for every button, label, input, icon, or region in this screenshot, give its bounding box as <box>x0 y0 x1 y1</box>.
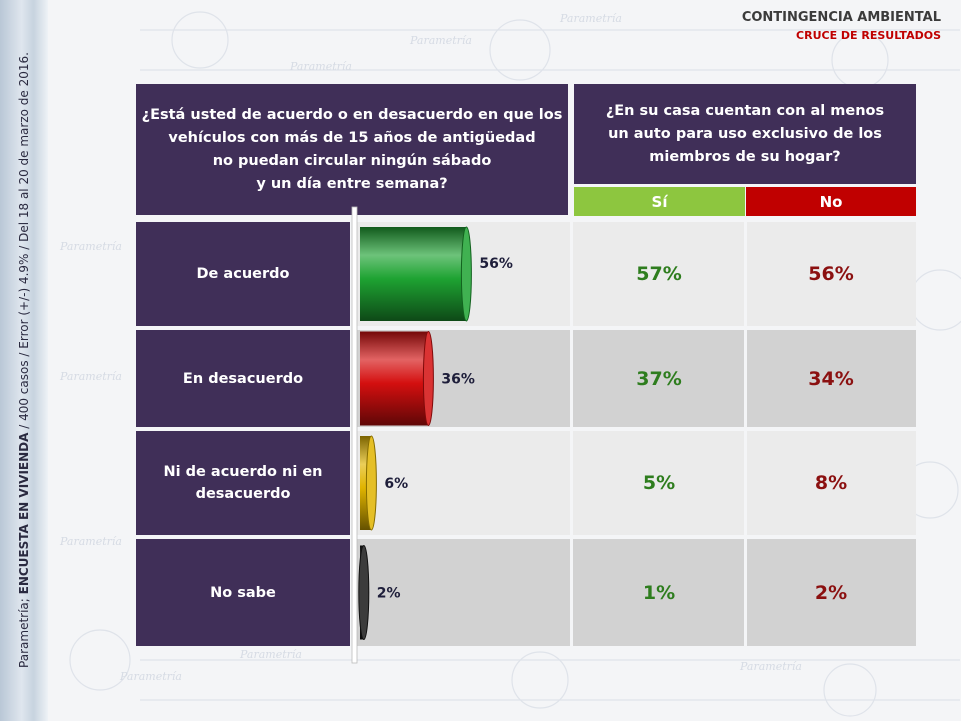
question-1-line: y un día entre semana? <box>256 175 448 192</box>
question-2-line: un auto para uso exclusivo de los <box>608 125 882 142</box>
row-label-no-sabe: No sabe <box>136 539 350 646</box>
watermark-text: Parametría <box>239 648 302 661</box>
question-1-line: vehículos con más de 15 años de antigüed… <box>168 129 536 146</box>
watermark-text: Parametría <box>59 370 122 383</box>
question-2-line: miembros de su hogar? <box>649 148 841 165</box>
cell-no-en-desacuerdo: 34% <box>808 367 854 390</box>
source-details: / 400 casos / Error (+/-) 4.9% / Del 18 … <box>17 52 31 433</box>
page-subtitle: CRUCE DE RESULTADOS <box>796 29 941 42</box>
row-label-line: No sabe <box>210 584 276 601</box>
watermark-text: Parametría <box>119 670 182 683</box>
source-note: Parametría; ENCUESTA EN VIVIENDA / 400 c… <box>17 52 31 668</box>
cell-si-no-sabe: 1% <box>642 581 676 604</box>
cell-no-no-sabe: 2% <box>814 581 848 604</box>
question-2-line: ¿En su casa cuentan con al menos <box>605 102 885 119</box>
watermark-text: Parametría <box>409 34 472 47</box>
source-prefix: Parametría; <box>17 594 31 668</box>
column-divider <box>570 218 573 646</box>
column-header-no: No <box>746 187 916 216</box>
row-label-line: En desacuerdo <box>182 370 304 387</box>
cell-si-ni-de-acuerdo: 5% <box>642 472 676 494</box>
cell-si-en-desacuerdo: 37% <box>636 367 682 390</box>
row-label-line: De acuerdo <box>196 266 290 282</box>
question-1-line: no puedan circular ningún sábado <box>212 152 492 169</box>
source-survey-type: ENCUESTA EN VIVIENDA <box>17 432 31 595</box>
watermark-text: Parametría <box>59 240 122 253</box>
row-background <box>352 539 916 646</box>
row-background <box>352 330 916 427</box>
watermark-text: Parametría <box>59 535 122 548</box>
row-label-ni-de-acuerdo: Ni de acuerdo ni en desacuerdo <box>136 431 350 535</box>
question-1-panel: ¿Está usted de acuerdo o en desacuerdo e… <box>136 84 568 215</box>
watermark-text: Parametría <box>739 660 802 673</box>
row-label-line: desacuerdo <box>195 486 291 502</box>
page-title: CONTINGENCIA AMBIENTAL <box>741 10 941 25</box>
row-label-line: Ni de acuerdo ni en <box>163 464 323 480</box>
cell-no-de-acuerdo: 56% <box>808 263 854 285</box>
question-2-panel: ¿En su casa cuentan con al menos un auto… <box>574 84 916 184</box>
cell-no-ni-de-acuerdo: 8% <box>814 472 848 494</box>
cell-si-de-acuerdo: 57% <box>636 263 682 285</box>
side-decoration <box>0 0 48 721</box>
column-header-si: Sí <box>574 187 745 216</box>
row-label-de-acuerdo: De acuerdo <box>136 222 350 326</box>
row-background <box>352 431 916 535</box>
column-divider <box>744 218 747 646</box>
watermark-text: Parametría <box>289 60 352 73</box>
watermark-text: Parametría <box>559 12 622 25</box>
question-1-line: ¿Está usted de acuerdo o en desacuerdo e… <box>141 106 563 123</box>
row-label-en-desacuerdo: En desacuerdo <box>136 330 350 427</box>
